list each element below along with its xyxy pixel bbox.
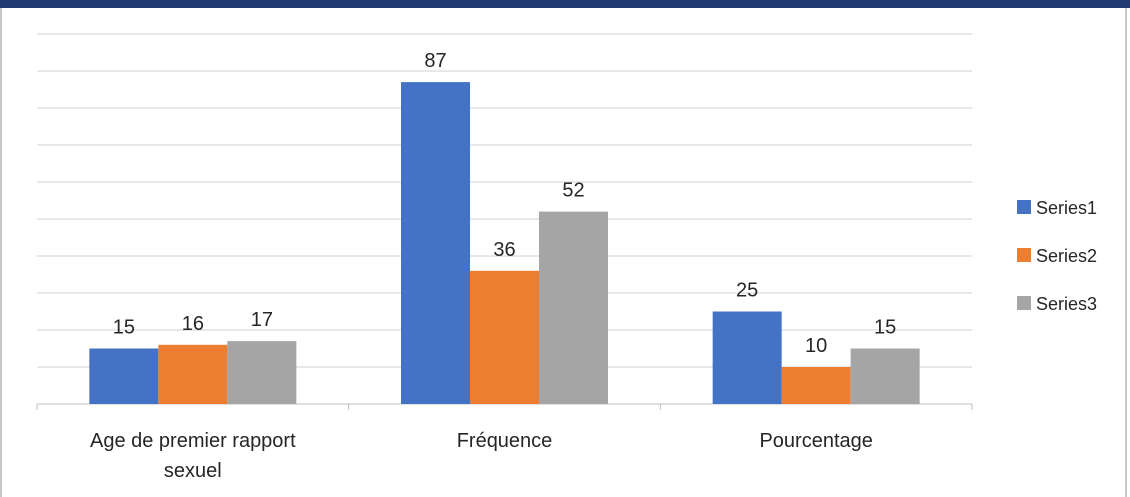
bar-series3-2 (850, 348, 920, 404)
data-label: 15 (113, 317, 135, 339)
x-axis-category-label: Pourcentage (759, 430, 872, 452)
legend-swatch-series3 (1017, 296, 1031, 310)
data-label: 25 (736, 280, 758, 302)
bar-series1-2 (712, 311, 782, 404)
data-label: 52 (562, 180, 584, 202)
bar-series1-1 (401, 82, 470, 404)
legend-swatch-series2 (1017, 248, 1031, 262)
legend-swatch-series1 (1017, 200, 1031, 214)
bar-series3-1 (539, 211, 608, 404)
data-label: 36 (493, 239, 515, 261)
header-band (0, 0, 1130, 8)
bar-series1-0 (89, 348, 159, 404)
bar-series3-0 (227, 341, 297, 404)
data-label: 87 (424, 50, 446, 72)
x-axis-category-label: sexuel (164, 460, 222, 482)
data-label: 15 (874, 317, 896, 339)
bar-series2-0 (158, 344, 228, 404)
data-label: 10 (805, 335, 827, 357)
x-axis-category-label: Age de premier rapport (90, 430, 296, 452)
chart-border (0, 8, 1127, 497)
legend-label: Series1 (1036, 198, 1097, 218)
data-label: 17 (251, 309, 273, 331)
bar-series2-2 (781, 367, 851, 404)
data-label: 16 (182, 313, 204, 335)
bar-series2-1 (470, 270, 539, 404)
x-axis-category-label: Fréquence (457, 430, 553, 452)
legend-label: Series2 (1036, 246, 1097, 266)
legend-label: Series3 (1036, 294, 1097, 314)
